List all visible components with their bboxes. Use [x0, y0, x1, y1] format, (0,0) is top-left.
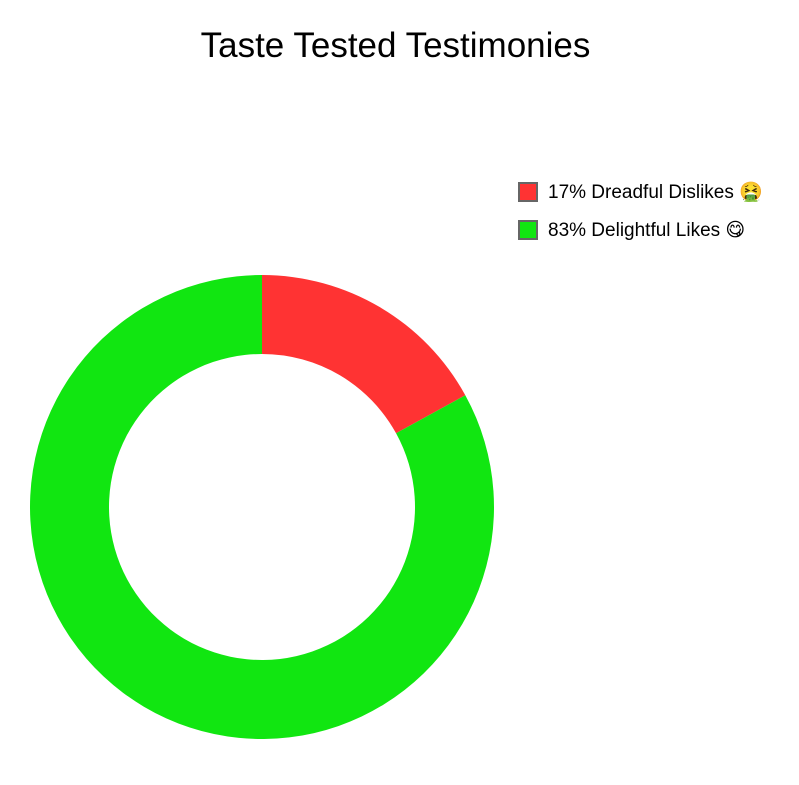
legend-item-dislikes[interactable]: 17% Dreadful Dislikes 🤮: [518, 179, 763, 205]
slice-dislikes[interactable]: [262, 275, 466, 434]
legend-swatch-dislikes: [518, 182, 538, 202]
legend-swatch-likes: [518, 220, 538, 240]
legend-label-dislikes: 17% Dreadful Dislikes 🤮: [548, 182, 763, 203]
legend: 17% Dreadful Dislikes 🤮 83% Delightful L…: [518, 179, 763, 255]
legend-item-likes[interactable]: 83% Delightful Likes 😋: [518, 217, 763, 243]
slice-likes[interactable]: [29, 275, 494, 739]
chart-title: Taste Tested Testimonies: [200, 26, 591, 65]
legend-label-likes: 83% Delightful Likes 😋: [548, 219, 746, 241]
